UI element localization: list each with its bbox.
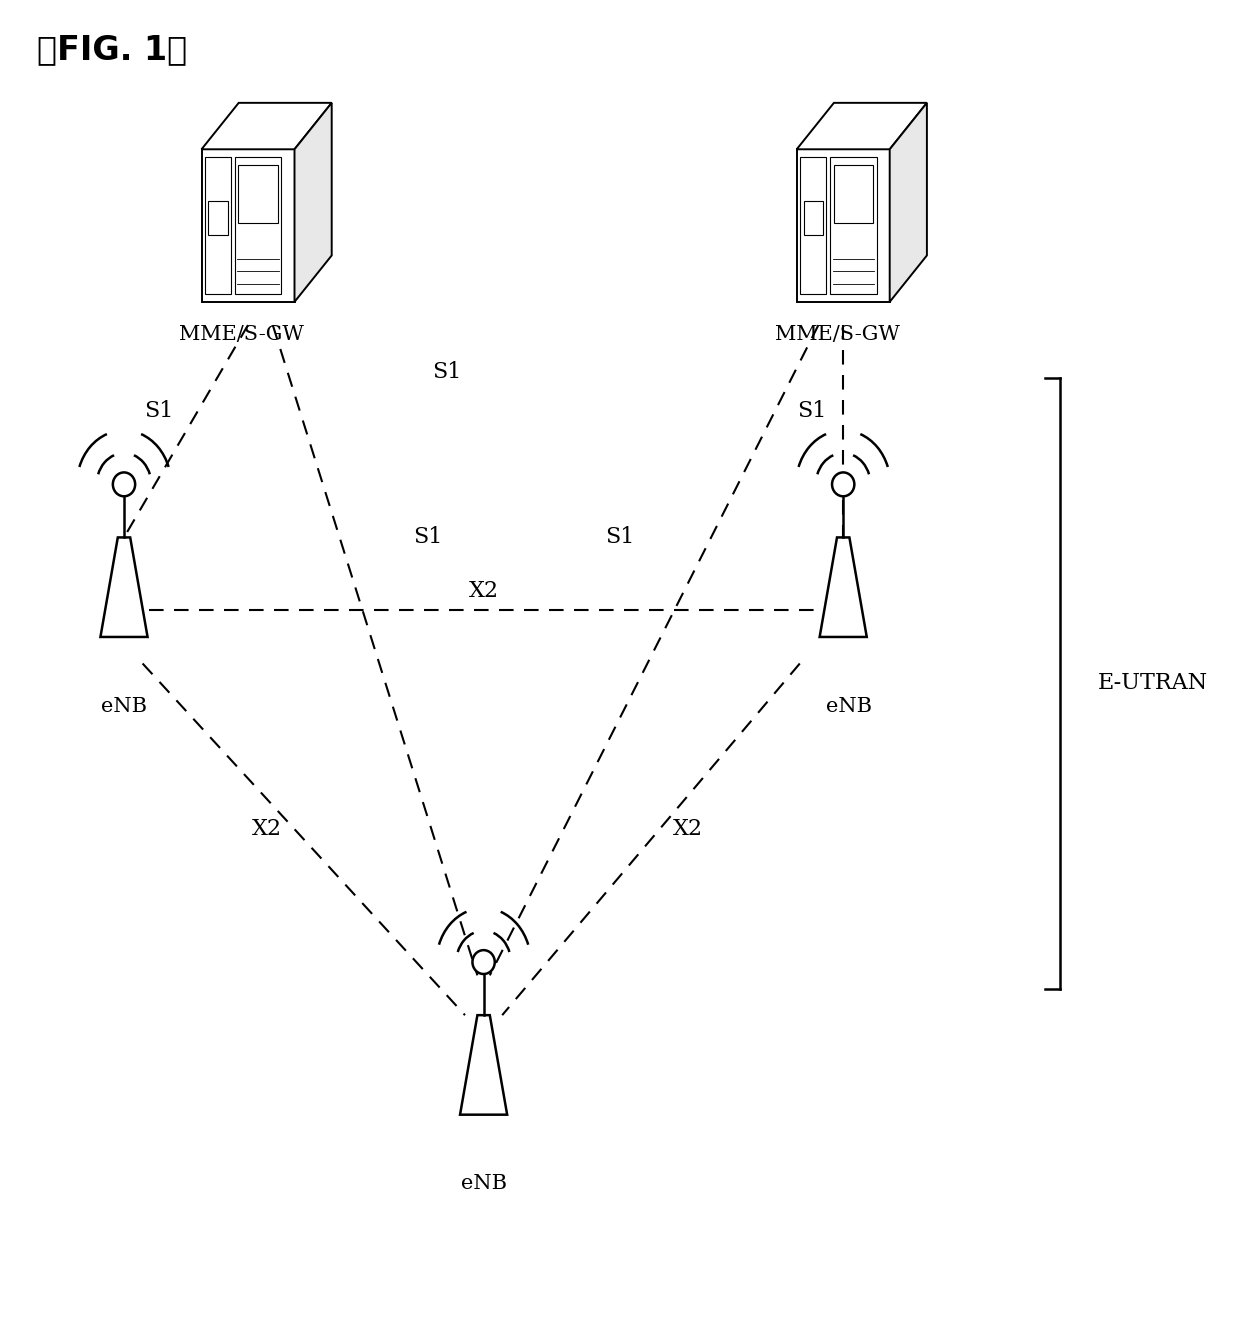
Polygon shape bbox=[820, 537, 867, 637]
Polygon shape bbox=[201, 150, 295, 303]
Text: eNB: eNB bbox=[460, 1174, 507, 1193]
Text: S1: S1 bbox=[605, 527, 635, 548]
Polygon shape bbox=[797, 104, 928, 150]
Circle shape bbox=[832, 472, 854, 496]
Text: S1: S1 bbox=[144, 401, 174, 422]
Text: X2: X2 bbox=[252, 819, 281, 840]
Circle shape bbox=[113, 472, 135, 496]
Polygon shape bbox=[201, 104, 332, 150]
Polygon shape bbox=[890, 104, 928, 303]
Text: S1: S1 bbox=[432, 361, 461, 382]
Circle shape bbox=[472, 950, 495, 974]
Text: eNB: eNB bbox=[100, 697, 148, 715]
Text: X2: X2 bbox=[673, 819, 703, 840]
Text: MME/S-GW: MME/S-GW bbox=[775, 325, 899, 344]
Text: E-UTRAN: E-UTRAN bbox=[1097, 673, 1208, 694]
Text: MME/S-GW: MME/S-GW bbox=[180, 325, 304, 344]
Polygon shape bbox=[100, 537, 148, 637]
Polygon shape bbox=[460, 1015, 507, 1115]
Text: X2: X2 bbox=[469, 580, 498, 601]
Text: eNB: eNB bbox=[826, 697, 873, 715]
Text: 【FIG. 1】: 【FIG. 1】 bbox=[37, 33, 187, 66]
Polygon shape bbox=[295, 104, 332, 303]
Polygon shape bbox=[797, 150, 890, 303]
Text: S1: S1 bbox=[797, 401, 827, 422]
Text: S1: S1 bbox=[413, 527, 443, 548]
